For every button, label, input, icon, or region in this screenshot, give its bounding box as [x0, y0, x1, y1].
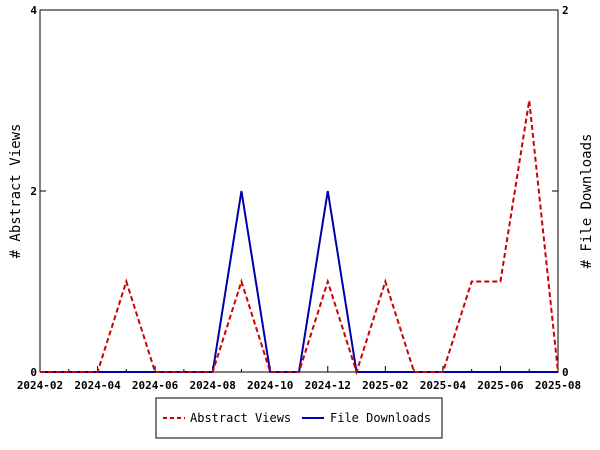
x-tick-label: 2024-10 — [247, 379, 293, 392]
legend-label-file-downloads: File Downloads — [330, 411, 431, 425]
y-axis-right-title: # File Downloads — [579, 134, 595, 269]
x-tick-label: 2024-08 — [189, 379, 235, 392]
y-axis-left-title: # Abstract Views — [8, 124, 24, 259]
x-tick-label: 2025-04 — [420, 379, 467, 392]
y-right-tick-label: 2 — [562, 4, 569, 17]
series-lines — [40, 100, 559, 376]
y-left-tick-label: 0 — [30, 366, 37, 379]
x-tick-label: 2025-02 — [362, 379, 408, 392]
y-left-tick-label: 4 — [30, 4, 37, 17]
x-tick-label: 2024-12 — [305, 379, 351, 392]
plot-area — [39, 9, 559, 373]
series-line-abstract-views — [40, 100, 559, 376]
y-right-tick-label: 0 — [562, 366, 569, 379]
x-tick-label: 2025-08 — [535, 379, 581, 392]
x-tick-label: 2025-06 — [477, 379, 524, 392]
y-left-tick-label: 2 — [30, 185, 37, 198]
x-tick-label: 2024-06 — [132, 379, 179, 392]
x-axis: 2024-02 2024-04 2024-06 2024-08 2024-10 2024-… — [17, 366, 581, 392]
legend-label-abstract-views: Abstract Views — [190, 411, 291, 425]
x-tick-label: 2024-02 — [17, 379, 63, 392]
legend-box — [155, 397, 443, 439]
legend: Abstract Views File Downloads — [155, 397, 443, 439]
x-tick-label: 2024-04 — [74, 379, 121, 392]
